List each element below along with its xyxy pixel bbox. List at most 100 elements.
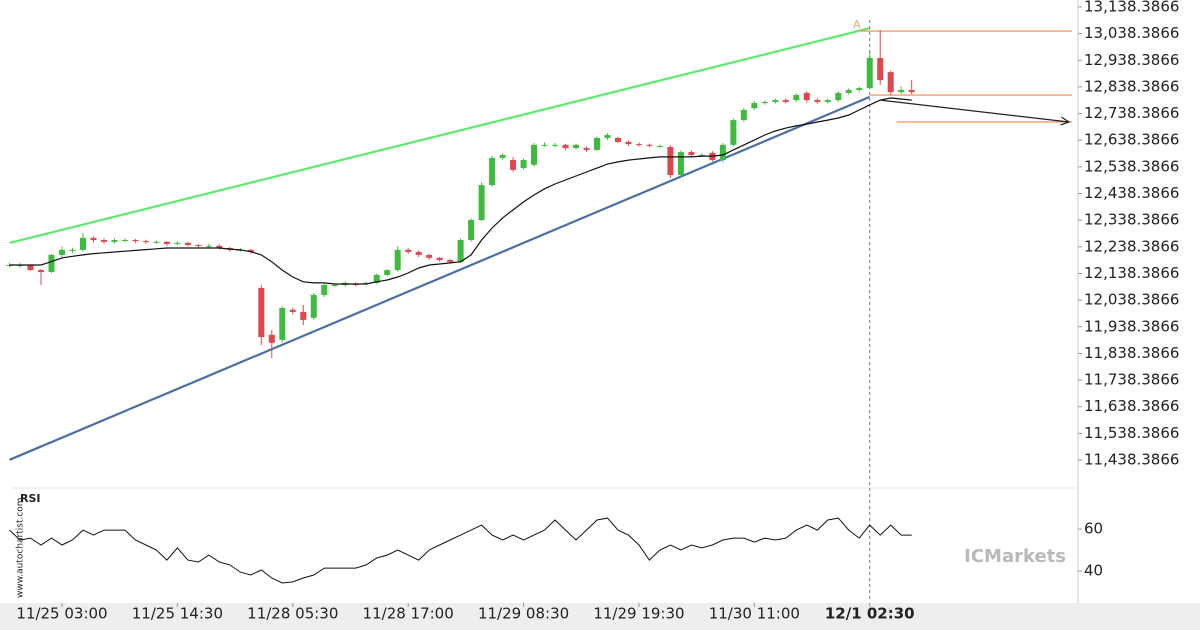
y-tick-label: 11,738.3866 xyxy=(1084,371,1179,389)
watermark: www.autochartist.com xyxy=(16,497,26,598)
y-tick-label: 11,538.3866 xyxy=(1084,424,1179,442)
candle-body xyxy=(426,254,433,258)
candle-body xyxy=(132,239,139,242)
candle-body xyxy=(300,311,307,320)
candle-body xyxy=(898,89,905,93)
candle-body xyxy=(310,294,317,318)
candle-body xyxy=(667,147,674,175)
candle-body xyxy=(184,242,191,246)
candle-body xyxy=(845,89,852,93)
candle-body xyxy=(677,152,684,175)
candle-body xyxy=(856,88,863,90)
candle-body xyxy=(289,309,296,312)
candle-body xyxy=(468,220,475,240)
rsi-line xyxy=(9,517,912,584)
candle-body xyxy=(793,95,800,101)
x-tick-label: 11/25 03:00 xyxy=(16,605,107,623)
y-tick-label: 11,938.3866 xyxy=(1084,317,1179,335)
candle-body xyxy=(656,145,663,147)
candle-body xyxy=(415,251,422,255)
candle-body xyxy=(48,254,55,272)
trendline xyxy=(9,27,870,244)
y-tick-label: 13,038.3866 xyxy=(1084,24,1179,42)
rsi-tick-label: 60 xyxy=(1084,520,1103,538)
candle-body xyxy=(405,249,412,252)
candle-body xyxy=(751,103,758,109)
candle-body xyxy=(866,57,873,89)
y-tick-label: 13,138.3866 xyxy=(1084,0,1179,16)
rsi-title: RSI xyxy=(20,492,41,505)
candle-body xyxy=(79,237,86,250)
y-tick-label: 11,638.3866 xyxy=(1084,397,1179,415)
candle-body xyxy=(824,100,831,102)
y-tick-label: 12,338.3866 xyxy=(1084,211,1179,229)
candle-body xyxy=(38,270,45,272)
trendline xyxy=(9,95,871,461)
candle-body xyxy=(321,285,328,295)
candle-body xyxy=(782,100,789,102)
candle-body xyxy=(121,239,128,241)
candle-body xyxy=(27,265,34,271)
y-tick-label: 12,938.3866 xyxy=(1084,51,1179,69)
candle-body xyxy=(740,109,747,121)
candle-body xyxy=(614,137,621,142)
candle-body xyxy=(258,287,265,337)
y-tick-label: 12,238.3866 xyxy=(1084,237,1179,255)
candle-body xyxy=(583,148,590,150)
candle-body xyxy=(730,120,737,145)
y-tick-label: 12,138.3866 xyxy=(1084,264,1179,282)
candle-body xyxy=(510,160,517,170)
candle-body xyxy=(216,245,223,248)
candle-body xyxy=(908,89,915,93)
candle-body xyxy=(772,100,779,102)
candle-body xyxy=(331,285,338,287)
candle-body xyxy=(384,270,391,275)
candle-body xyxy=(436,257,443,260)
candle-body xyxy=(499,154,506,158)
candle-body xyxy=(268,334,275,343)
x-tick-label: 11/29 08:30 xyxy=(478,605,569,623)
y-tick-label: 12,538.3866 xyxy=(1084,157,1179,175)
candle-body xyxy=(59,249,65,255)
candle-body xyxy=(394,249,401,271)
candle-body xyxy=(111,239,118,242)
candle-body xyxy=(562,144,569,149)
moving-average xyxy=(9,97,912,285)
marker-label: A xyxy=(853,18,861,31)
candle-body xyxy=(69,249,76,251)
candle-body xyxy=(457,239,464,262)
candle-body xyxy=(877,57,884,81)
candle-body xyxy=(279,307,286,340)
candle-body xyxy=(887,72,894,93)
candle-body xyxy=(593,137,600,150)
rsi-tick-label: 40 xyxy=(1084,562,1103,580)
x-tick-label: 11/25 14:30 xyxy=(132,605,223,623)
candle-body xyxy=(646,144,653,146)
x-tick-label: 11/30 11:00 xyxy=(709,605,800,623)
x-tick-label: 12/1 02:30 xyxy=(825,605,915,623)
y-tick-label: 12,738.3866 xyxy=(1084,104,1179,122)
candle-body xyxy=(541,144,548,146)
candle-body xyxy=(163,241,170,244)
candle-body xyxy=(698,154,705,156)
y-tick-label: 12,838.3866 xyxy=(1084,77,1179,95)
candle-body xyxy=(688,152,695,155)
y-tick-label: 12,038.3866 xyxy=(1084,291,1179,309)
candle-body xyxy=(604,135,611,138)
brand-logo: ICMarkets xyxy=(964,546,1066,567)
candle-body xyxy=(635,144,642,146)
y-tick-label: 11,438.3866 xyxy=(1084,450,1179,468)
x-tick-label: 11/28 17:00 xyxy=(363,605,454,623)
candle-body xyxy=(478,185,485,221)
candle-body xyxy=(489,157,496,186)
candle-body xyxy=(803,92,810,101)
candle-body xyxy=(100,239,107,242)
candle-body xyxy=(552,144,559,146)
x-axis-strip xyxy=(0,603,1200,630)
candle-body xyxy=(174,242,181,244)
arrow-head xyxy=(1060,116,1071,126)
candle-body xyxy=(90,237,97,240)
y-tick-label: 11,838.3866 xyxy=(1084,344,1179,362)
x-tick-label: 11/29 19:30 xyxy=(593,605,684,623)
